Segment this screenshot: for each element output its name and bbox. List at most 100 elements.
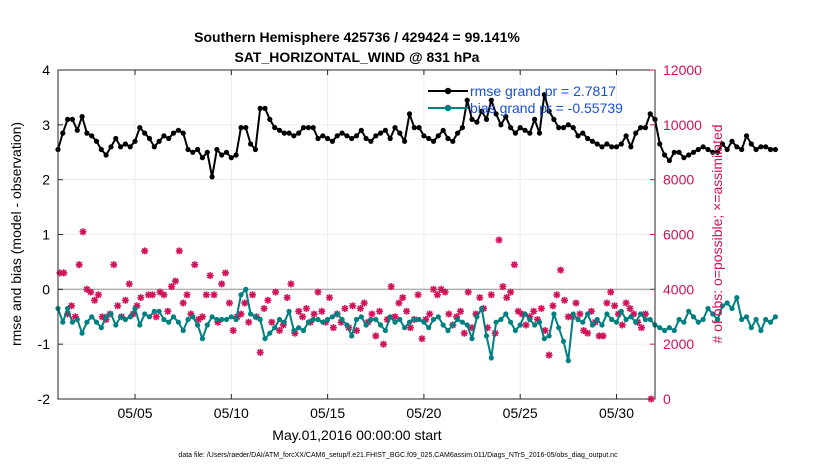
obs-point	[587, 307, 595, 315]
bias-point	[647, 316, 653, 323]
y-right-tick-label: 12000	[663, 62, 702, 78]
bias-point	[676, 316, 682, 323]
obs-point	[60, 269, 68, 277]
chart-title: Southern Hemisphere 425736 / 429424 = 99…	[194, 29, 520, 45]
y-right-tick-label: 8000	[663, 172, 694, 188]
bias-point	[416, 316, 422, 323]
rmse-point	[628, 144, 634, 150]
obs-point	[499, 283, 507, 291]
obs-point-stroke	[268, 319, 275, 326]
obs-point	[318, 307, 326, 315]
bias-point	[763, 316, 769, 323]
rmse-point	[743, 133, 750, 139]
bias-point	[238, 292, 244, 298]
obs-point	[441, 288, 449, 296]
obs-point	[584, 329, 592, 337]
bias-point	[551, 311, 557, 317]
bias-point	[686, 308, 692, 314]
obs-point	[94, 291, 102, 299]
obs-point-stroke	[368, 310, 376, 318]
obs-point	[218, 280, 226, 288]
rmse-point	[238, 125, 244, 131]
obs-point-stroke	[465, 288, 472, 296]
bias-point	[382, 327, 388, 334]
obs-point-stroke	[503, 294, 510, 301]
rmse-point	[156, 138, 162, 144]
obs-point-stroke	[291, 330, 299, 337]
rmse-point	[739, 146, 745, 153]
rmse-point	[223, 149, 230, 155]
bias-point	[445, 327, 451, 334]
rmse-point	[151, 144, 157, 150]
obs-point-stroke	[206, 272, 214, 279]
bias-point	[758, 327, 764, 334]
rmse-point	[604, 141, 610, 147]
bias-point	[402, 325, 408, 331]
rmse-point	[546, 108, 552, 114]
rmse-point	[455, 130, 461, 136]
rmse-point	[195, 146, 201, 153]
obs-point-stroke	[553, 291, 560, 298]
rmse-point	[382, 127, 388, 133]
obs-point-stroke	[164, 308, 171, 315]
obs-point-stroke	[538, 305, 545, 312]
bias-point	[753, 316, 759, 323]
obs-point-stroke	[603, 299, 611, 307]
bias-point	[272, 325, 278, 331]
obs-point-stroke	[83, 286, 91, 293]
obs-point-stroke	[380, 341, 387, 348]
obs-point-stroke	[515, 308, 522, 315]
obs-point-stroke	[310, 310, 318, 318]
obs-point	[137, 294, 145, 302]
obs-point	[433, 291, 441, 299]
rmse-point	[349, 135, 355, 142]
bias-point	[772, 314, 779, 320]
obs-point-stroke	[453, 313, 460, 320]
bias-point	[560, 338, 567, 344]
bias-point	[421, 319, 427, 325]
rmse-point	[122, 141, 128, 147]
footnote: data file: /Users/raeder/DAI/ATM_forcXX/…	[178, 452, 618, 459]
obs-point-stroke	[445, 310, 453, 318]
obs-point-stroke	[79, 228, 87, 235]
bias-point	[325, 316, 331, 323]
obs-point-stroke	[488, 291, 495, 298]
rmse-point	[392, 125, 398, 131]
obs-point	[553, 291, 561, 299]
rmse-point	[185, 146, 191, 153]
rmse-point	[378, 130, 384, 136]
bias-point	[498, 316, 504, 323]
obs-point	[507, 288, 515, 296]
rmse-point	[84, 130, 90, 136]
bias-point	[392, 319, 398, 325]
obs-point	[329, 324, 337, 332]
obs-point-stroke	[434, 291, 441, 298]
obs-point	[426, 310, 434, 318]
rmse-point	[387, 135, 393, 142]
bias-point	[108, 311, 114, 317]
rmse-point	[474, 119, 480, 125]
rmse-point	[589, 138, 596, 144]
bias-point	[556, 325, 562, 331]
bias-point	[69, 319, 75, 325]
rmse-point	[618, 141, 624, 147]
obs-point	[310, 310, 318, 318]
rmse-point	[666, 157, 673, 164]
y-axis-right-label: # of obs: o=possible; ×=assimilated	[709, 124, 725, 343]
rmse-point	[353, 133, 360, 139]
x-tick-label: 05/30	[599, 405, 634, 421]
rmse-point	[532, 116, 538, 122]
obs-point	[283, 294, 291, 302]
obs-point	[225, 299, 233, 307]
rmse-point	[276, 127, 283, 133]
bias-point	[132, 305, 138, 312]
bias-point	[503, 311, 509, 317]
obs-point-stroke	[414, 291, 422, 298]
rmse-point	[671, 149, 677, 155]
obs-point	[341, 305, 349, 312]
obs-point-stroke	[141, 247, 148, 255]
bias-point	[705, 305, 711, 312]
bias-point	[204, 322, 210, 328]
rmse-point	[300, 125, 307, 131]
obs-point-stroke	[137, 294, 144, 301]
